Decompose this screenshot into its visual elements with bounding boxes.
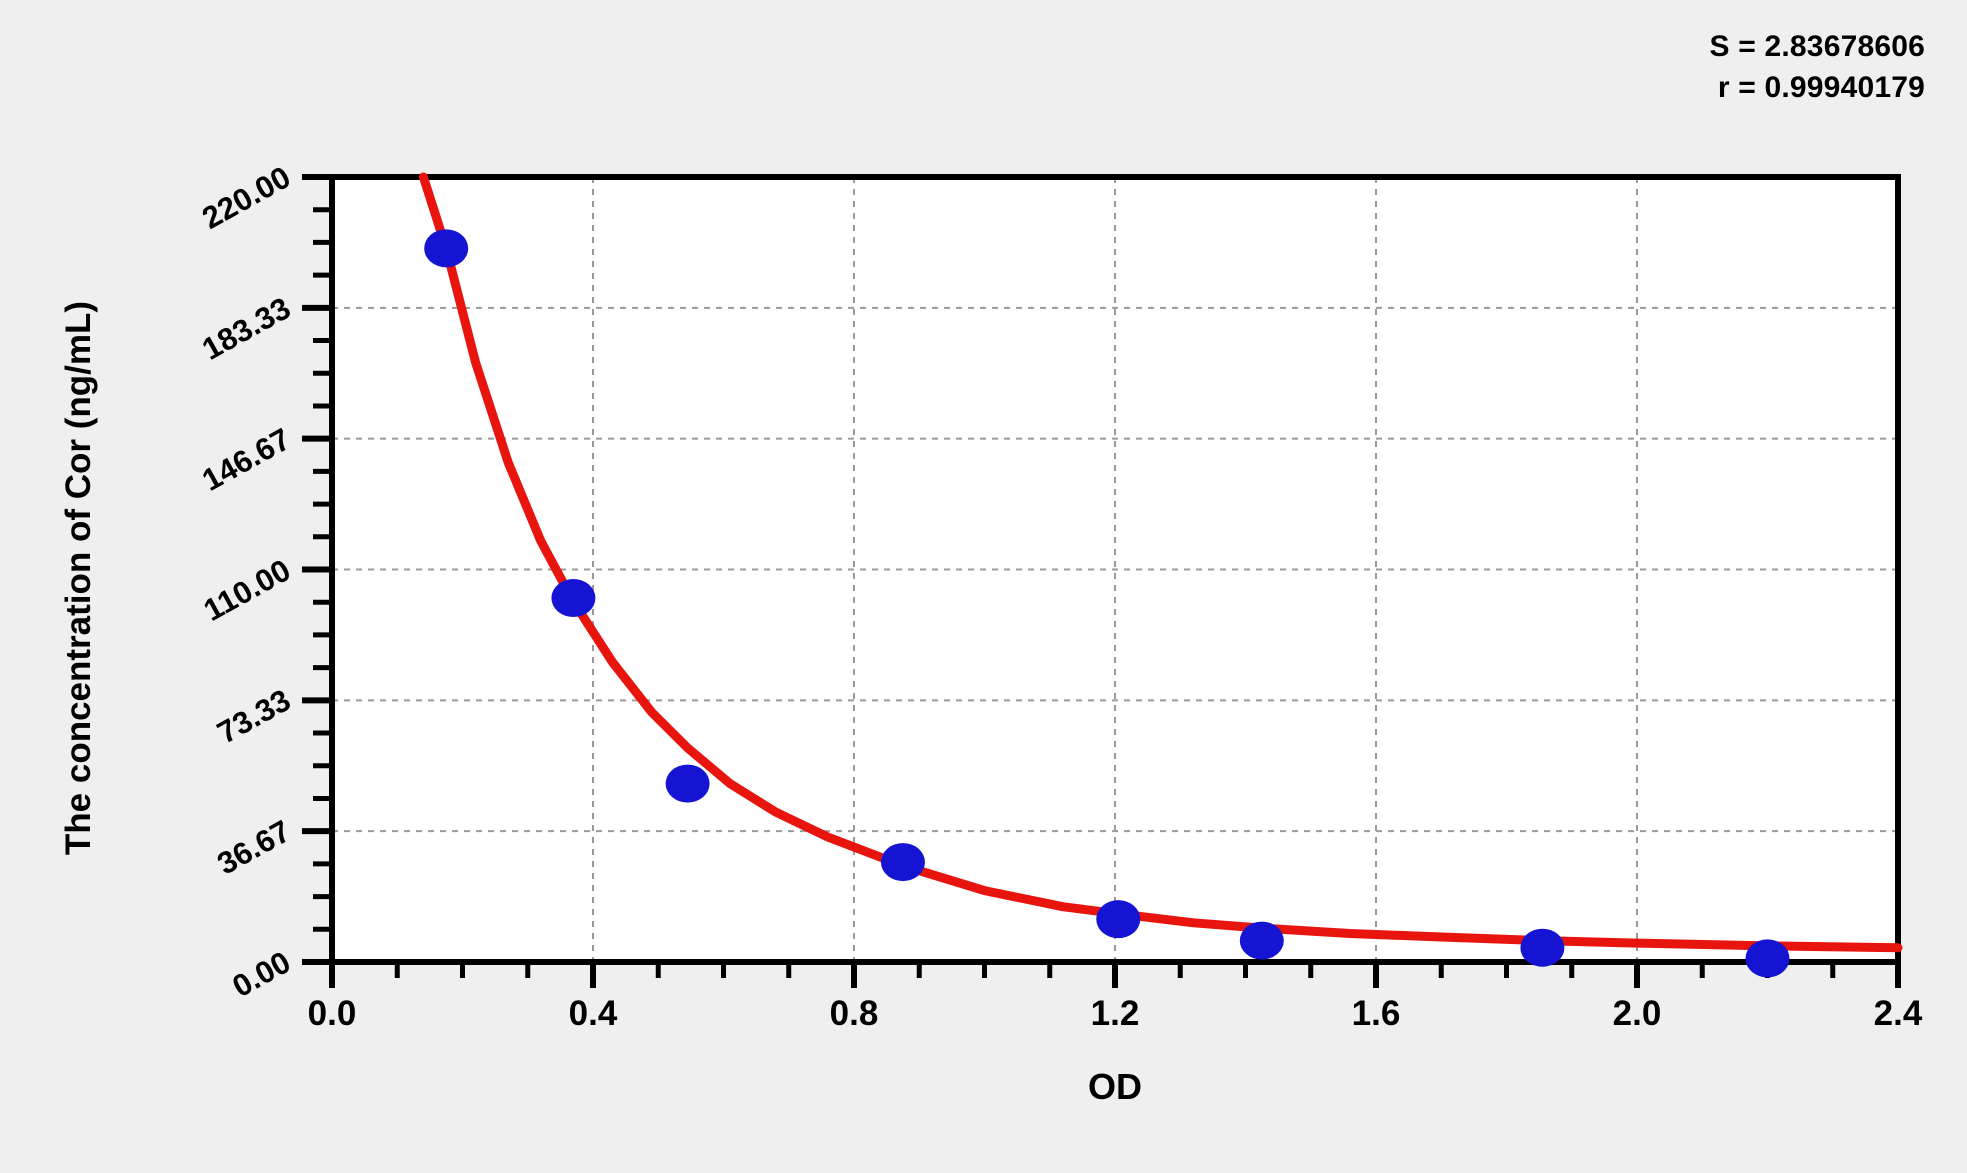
- x-tick-label: 0.8: [829, 994, 879, 1033]
- annotation-s-value: S = 2.83678606: [1709, 30, 1925, 63]
- data-point-marker: [665, 764, 710, 803]
- x-tick-label: 0.0: [307, 994, 357, 1033]
- data-point-marker: [1520, 928, 1565, 967]
- x-tick-label: 0.4: [568, 994, 618, 1033]
- data-point-marker: [1745, 939, 1790, 978]
- x-tick-label: 2.0: [1612, 994, 1662, 1033]
- x-tick-label: 1.2: [1090, 994, 1140, 1033]
- data-point-marker: [1096, 900, 1141, 939]
- statistics-annotations: S = 2.83678606 r = 0.99940179: [1710, 26, 1926, 109]
- plot-frame: [329, 174, 1901, 965]
- data-point-marker: [424, 229, 469, 268]
- x-tick-label: 2.4: [1873, 994, 1923, 1033]
- fitted-curve: [418, 172, 1903, 953]
- axis-ticks: [302, 174, 1901, 988]
- x-axis-title: OD: [1088, 1066, 1142, 1107]
- data-point-marker: [880, 843, 925, 882]
- annotation-r-value: r = 0.99940179: [1717, 71, 1925, 105]
- data-point-marker: [1239, 921, 1284, 960]
- data-markers: [424, 229, 1790, 978]
- data-point-marker: [551, 579, 596, 618]
- x-tick-label: 1.6: [1351, 994, 1401, 1033]
